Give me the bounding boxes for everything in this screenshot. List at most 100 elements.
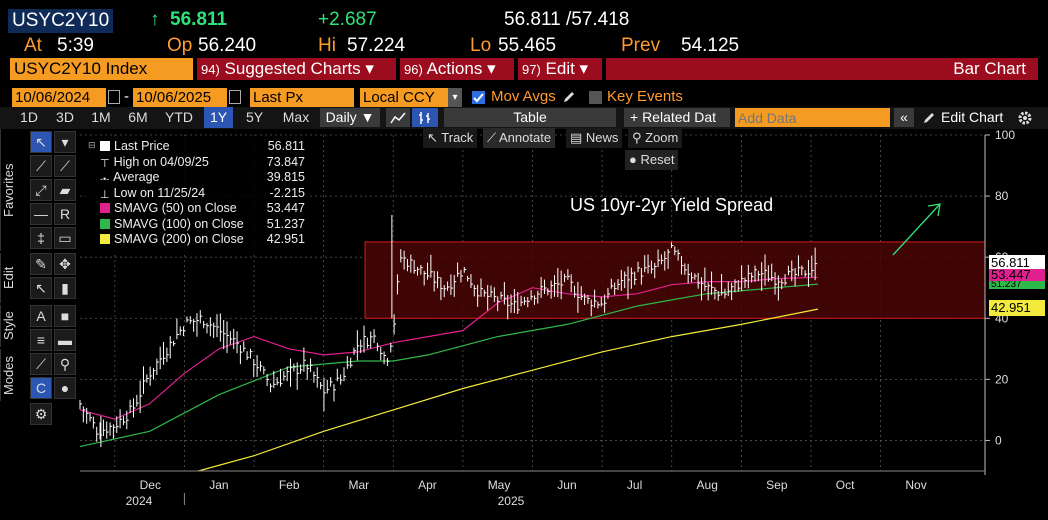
period-button-ytd[interactable]: YTD xyxy=(165,109,193,125)
x-tick-label: Oct xyxy=(836,478,855,492)
legend-value: 73.847 xyxy=(266,154,305,169)
net-change: +2.687 xyxy=(318,9,377,30)
date-dash: - xyxy=(124,88,129,105)
rectangle-icon[interactable]: ▭ xyxy=(54,227,76,249)
edit-chart-button[interactable]: Edit Chart xyxy=(941,109,1004,125)
legend-row[interactable]: SMAVG (50) on Close 53.447 xyxy=(100,201,305,216)
edit-tab[interactable]: Edit xyxy=(0,253,24,303)
x-tick-label: Feb xyxy=(279,478,300,492)
legend-row[interactable]: ⊤ High on 04/09/25 73.847 xyxy=(100,155,305,170)
trash-icon[interactable]: ▮ xyxy=(54,277,76,299)
news-button[interactable]: ▤ News xyxy=(566,128,623,148)
channel-icon[interactable]: ▰ xyxy=(54,179,76,201)
font-icon[interactable]: A xyxy=(30,305,52,327)
period-button-5y[interactable]: 5Y xyxy=(245,109,264,125)
cursor-icon: ↖ xyxy=(427,130,442,145)
style-tab[interactable]: Style xyxy=(0,305,24,347)
magnet-icon[interactable]: C xyxy=(30,377,52,399)
trendline-icon[interactable]: ⟋ xyxy=(30,155,52,177)
move-icon[interactable]: ✥ xyxy=(54,253,76,275)
annotate-button[interactable]: ⟋ Annotate xyxy=(483,128,556,148)
hline-icon[interactable]: — xyxy=(30,203,52,225)
chevron-down-icon[interactable]: ▾ xyxy=(54,131,76,153)
period-button-1m[interactable]: 1M xyxy=(91,109,111,125)
trend-arrow-icon[interactable] xyxy=(892,203,941,256)
legend-row[interactable]: Last Price 56.811 xyxy=(100,139,305,154)
chevron-down-icon[interactable]: ▾ xyxy=(448,88,462,108)
up-arrow-icon: ↑ xyxy=(150,9,160,30)
legend-value: 53.447 xyxy=(266,201,305,215)
sma50-tag: 53.447 xyxy=(989,269,1045,281)
favorites-tab[interactable]: Favorites xyxy=(0,129,24,251)
calendar-icon[interactable] xyxy=(229,90,241,104)
pencil-icon[interactable] xyxy=(562,90,576,104)
table-button[interactable]: Table xyxy=(444,108,616,127)
actions-menu[interactable]: 96) Actions ▾ xyxy=(400,58,514,80)
annotation-text[interactable]: US 10yr-2yr Yield Spread xyxy=(570,195,773,215)
period-button-3d[interactable]: 3D xyxy=(56,109,74,125)
currency-select[interactable]: Local CCY xyxy=(360,88,448,108)
period-button-6m[interactable]: 6M xyxy=(128,109,148,125)
frequency-select[interactable]: Daily ▼ xyxy=(320,108,380,127)
track-button[interactable]: ↖ Track xyxy=(423,128,478,148)
end-date-field[interactable]: 10/06/2025 xyxy=(133,88,227,108)
news-label: News xyxy=(585,130,619,145)
add-data-input[interactable] xyxy=(735,108,890,127)
legend-row[interactable]: SMAVG (100) on Close 51.237 xyxy=(100,217,305,232)
period-button-1y[interactable]: 1Y xyxy=(204,107,233,128)
zoom-button[interactable]: ⚲ Zoom xyxy=(628,128,683,148)
chart-area[interactable]: 020406080100 DecJanFebMarAprMayJunJulAug… xyxy=(0,129,1048,520)
bar-chart-icon[interactable] xyxy=(412,108,438,127)
dollar-tool-icon[interactable]: ‡ xyxy=(30,227,52,249)
line-style-icon[interactable]: ≡ xyxy=(30,329,52,351)
period-button-1d[interactable]: 1D xyxy=(20,109,38,125)
mov-avgs-label: Mov Avgs xyxy=(491,88,556,105)
series-line-sma50 xyxy=(79,276,818,420)
pencil-icon[interactable] xyxy=(922,111,936,125)
price-field-select[interactable]: Last Px xyxy=(250,88,354,108)
period-button-max[interactable]: Max xyxy=(282,109,310,125)
start-date-field[interactable]: 10/06/2024 xyxy=(12,88,106,108)
legend-row[interactable]: SMAVG (200) on Close 42.951 xyxy=(100,232,305,247)
ray-icon[interactable]: ⟋ xyxy=(54,155,76,177)
legend-row[interactable]: ⊥ Low on 11/25/24 -2.215 xyxy=(100,186,305,201)
prev-value: 54.125 xyxy=(681,35,740,56)
chart-toolbar: 1D 3D 1M 6M YTD 1Y 5Y Max Daily ▼ Table + Relat… xyxy=(0,107,1048,129)
chart-legend[interactable]: Last Price 56.811 ⊤ High on 04/09/25 73.847-… xyxy=(86,136,308,254)
x-tick-label: Aug xyxy=(697,478,718,492)
reset-button[interactable]: ● Reset xyxy=(625,150,679,170)
modes-tab[interactable]: Modes xyxy=(0,349,24,401)
color-fill-icon[interactable]: ■ xyxy=(54,305,76,327)
quote-header: USYC2Y10 ↑ 56.811 +2.687 56.811 /57.418 xyxy=(0,0,1048,38)
fib-icon[interactable]: ⤢ xyxy=(30,179,52,201)
collapse-legend-icon[interactable]: ⊟ xyxy=(88,140,96,150)
line-weight-icon[interactable]: ▬ xyxy=(54,329,76,351)
pointer-icon[interactable]: ↖ xyxy=(30,131,52,153)
calendar-icon[interactable] xyxy=(108,90,120,104)
palette-icon[interactable]: ● xyxy=(54,377,76,399)
eraser-icon[interactable]: ⟋ xyxy=(30,353,52,375)
open-label: Op xyxy=(167,35,193,56)
select-icon[interactable]: ↖ xyxy=(30,277,52,299)
related-data-button[interactable]: + Related Dat xyxy=(624,108,730,127)
security-field[interactable]: USYC2Y10 Index xyxy=(10,58,193,80)
mov-avgs-checkbox[interactable] xyxy=(472,91,485,104)
ticker-symbol[interactable]: USYC2Y10 xyxy=(8,9,114,33)
crosshair-icon[interactable]: ⚲ xyxy=(54,353,76,375)
text-tool-icon[interactable]: R xyxy=(54,203,76,225)
series-line-sma200 xyxy=(198,308,819,472)
suggested-num: 94) xyxy=(201,62,220,77)
gear-icon[interactable] xyxy=(1017,110,1033,126)
collapse-button[interactable]: « xyxy=(894,108,914,127)
gear-icon[interactable]: ⚙ xyxy=(30,403,52,425)
quote-stats: At 5:39 Op 56.240 Hi 57.224 Lo 55.465 Pr… xyxy=(0,35,1048,57)
suggested-charts-menu[interactable]: 94) Suggested Charts ▾ xyxy=(197,58,396,80)
line-chart-icon[interactable] xyxy=(386,108,410,127)
low-marker-icon: ⊥ xyxy=(100,188,110,201)
x-year-label: 2025 xyxy=(498,494,525,508)
edit-menu[interactable]: 97) Edit ▾ xyxy=(518,58,602,80)
legend-row[interactable]: -•- Average 39.815 xyxy=(100,170,305,185)
chart-type-label[interactable]: Bar Chart xyxy=(606,58,1038,80)
key-events-checkbox[interactable] xyxy=(589,91,602,104)
pen-icon[interactable]: ✎ xyxy=(30,253,52,275)
